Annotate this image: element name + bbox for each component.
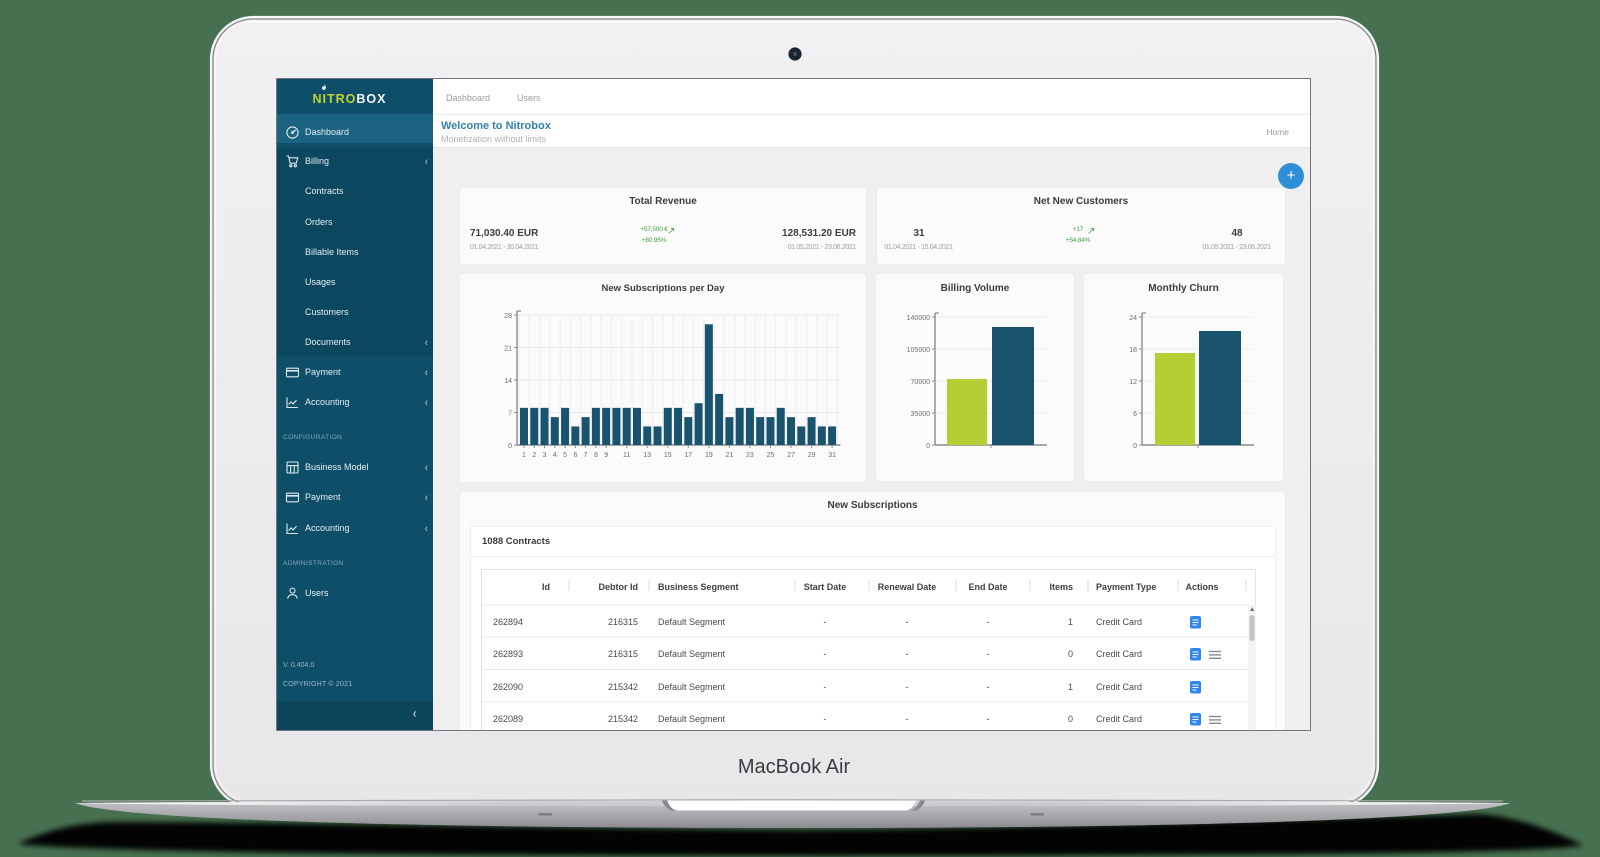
svg-text:17: 17 (684, 452, 692, 459)
svg-text:14: 14 (504, 378, 512, 385)
svg-text:216315: 216315 (608, 649, 638, 659)
svg-text:1: 1 (1068, 682, 1073, 692)
svg-text:7: 7 (584, 452, 588, 459)
svg-text:18: 18 (1129, 347, 1137, 354)
svg-text:0: 0 (1068, 649, 1073, 659)
svg-text:Start Date: Start Date (804, 582, 847, 592)
svg-text:70000: 70000 (911, 379, 931, 386)
svg-text:1: 1 (1068, 617, 1073, 627)
svg-text:Credit Card: Credit Card (1096, 714, 1142, 724)
svg-text:13: 13 (643, 452, 651, 459)
svg-text:262894: 262894 (493, 617, 523, 627)
svg-text:Credit Card: Credit Card (1096, 617, 1142, 627)
svg-text:0: 0 (926, 443, 930, 450)
svg-text:-: - (906, 617, 909, 627)
svg-text:7: 7 (508, 411, 512, 418)
svg-text:4: 4 (553, 452, 557, 459)
svg-text:215342: 215342 (608, 682, 638, 692)
svg-text:End Date: End Date (968, 582, 1007, 592)
svg-text:0: 0 (508, 443, 512, 450)
svg-text:23: 23 (746, 452, 754, 459)
svg-text:216315: 216315 (608, 617, 638, 627)
svg-text:Id: Id (542, 582, 550, 592)
svg-text:-: - (824, 714, 827, 724)
svg-text:-: - (906, 682, 909, 692)
svg-text:Renewal Date: Renewal Date (878, 582, 937, 592)
svg-text:140000: 140000 (907, 315, 930, 322)
svg-text:Debtor Id: Debtor Id (599, 582, 639, 592)
svg-text:27: 27 (787, 452, 795, 459)
svg-text:15: 15 (664, 452, 672, 459)
svg-text:262090: 262090 (493, 682, 523, 692)
svg-text:Default Segment: Default Segment (658, 714, 726, 724)
svg-text:0: 0 (1068, 714, 1073, 724)
svg-text:Items: Items (1049, 582, 1073, 592)
svg-text:262893: 262893 (493, 649, 523, 659)
svg-text:Credit Card: Credit Card (1096, 649, 1142, 659)
svg-text:0: 0 (1133, 443, 1137, 450)
svg-text:25: 25 (767, 452, 775, 459)
svg-text:Credit Card: Credit Card (1096, 682, 1142, 692)
svg-text:-: - (987, 682, 990, 692)
svg-text:Payment Type: Payment Type (1096, 582, 1156, 592)
svg-text:1: 1 (522, 452, 526, 459)
svg-text:35000: 35000 (911, 411, 931, 418)
svg-text:21: 21 (504, 346, 512, 353)
svg-text:Business Segment: Business Segment (658, 582, 739, 592)
svg-text:11: 11 (623, 452, 630, 459)
svg-text:12: 12 (1129, 379, 1137, 386)
svg-text:21: 21 (726, 452, 734, 459)
svg-text:31: 31 (828, 452, 836, 459)
svg-text:3: 3 (543, 452, 547, 459)
svg-text:19: 19 (705, 452, 713, 459)
svg-text:-: - (906, 649, 909, 659)
svg-text:-: - (987, 714, 990, 724)
svg-text:24: 24 (1129, 315, 1137, 322)
svg-text:28: 28 (504, 313, 512, 320)
svg-text:2: 2 (532, 452, 536, 459)
svg-text:262089: 262089 (493, 714, 523, 724)
svg-text:Actions: Actions (1185, 582, 1218, 592)
svg-text:-: - (987, 617, 990, 627)
svg-text:9: 9 (604, 452, 608, 459)
svg-text:6: 6 (1133, 411, 1137, 418)
svg-text:-: - (987, 649, 990, 659)
svg-text:Default Segment: Default Segment (658, 617, 726, 627)
svg-text:-: - (906, 714, 909, 724)
svg-text:-: - (824, 617, 827, 627)
svg-text:5: 5 (563, 452, 567, 459)
svg-text:Default Segment: Default Segment (658, 682, 726, 692)
svg-text:29: 29 (808, 452, 816, 459)
svg-text:MacBook Air: MacBook Air (738, 756, 851, 778)
svg-text:6: 6 (573, 452, 577, 459)
svg-text:8: 8 (594, 452, 598, 459)
svg-text:-: - (824, 649, 827, 659)
svg-text:215342: 215342 (608, 714, 638, 724)
svg-text:-: - (824, 682, 827, 692)
svg-text:105000: 105000 (907, 347, 930, 354)
svg-text:Default Segment: Default Segment (658, 649, 726, 659)
